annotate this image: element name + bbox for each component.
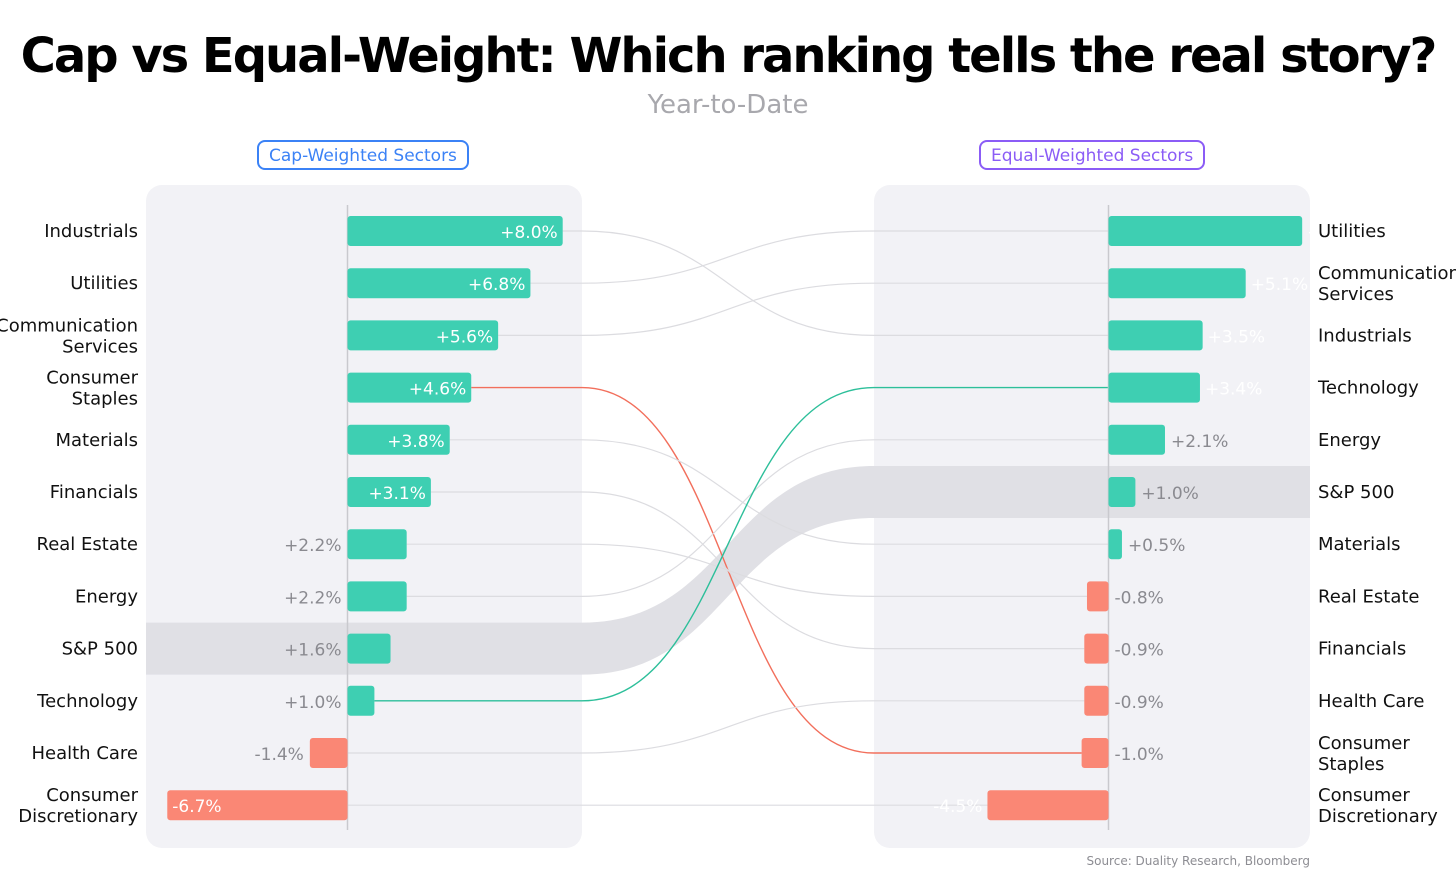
cap-value-label-energy: +2.2% — [284, 588, 341, 608]
equal-bar-financials — [1084, 633, 1109, 664]
cap-bar-real-estate — [347, 529, 407, 560]
equal-bar-utilities — [1108, 216, 1303, 246]
cap-bar-health-care — [309, 738, 348, 768]
cap-panel-background — [146, 185, 582, 848]
rank-link-technology — [374, 386, 1109, 702]
cap-bar-communication-services — [347, 320, 499, 351]
equal-value-label-consumer-discretionary: -4.5% — [933, 797, 982, 817]
cap-value-label-materials: +3.8% — [387, 432, 444, 452]
cap-category-label-real-estate: Real Estate — [37, 534, 139, 555]
cap-bar-utilities — [347, 268, 531, 299]
chart-subtitle: Year-to-Date — [647, 90, 809, 120]
equal-value-label-technology: +3.4% — [1205, 380, 1262, 400]
equal-category-label-energy: Energy — [1318, 430, 1381, 451]
equal-value-label-consumer-staples: -1.0% — [1115, 745, 1164, 765]
cap-category-label-technology: Technology — [36, 691, 138, 712]
labels: +8.0% Industrials +6.8% Utilities +5.6% Commu… — [0, 221, 1456, 827]
cap-weighted-header: Cap-Weighted Sectors — [257, 140, 469, 170]
cap-value-label-utilities: +6.8% — [468, 275, 525, 295]
equal-bar-technology — [1108, 372, 1200, 403]
equal-weighted-header: Equal-Weighted Sectors — [979, 140, 1206, 170]
rank-link-communication-services — [498, 282, 1109, 336]
equal-value-label-communication-services: +5.1% — [1251, 275, 1308, 295]
equal-bar-consumer-discretionary — [987, 790, 1109, 821]
cap-category-label-financials: Financials — [50, 482, 138, 503]
cap-value-label-consumer-staples: +4.6% — [409, 380, 466, 400]
cap-value-label-financials: +3.1% — [368, 484, 425, 504]
cap-category-label-health-care: Health Care — [31, 743, 138, 764]
cap-value-label-industrials: +8.0% — [500, 223, 557, 243]
equal-bar-energy — [1108, 424, 1165, 455]
rank-link-utilities — [530, 230, 1109, 284]
cap-bar-technology — [347, 685, 375, 716]
equal-category-label-real-estate: Real Estate — [1318, 586, 1420, 607]
cap-bar-energy — [347, 581, 407, 612]
cap-bar-consumer-discretionary — [167, 790, 348, 821]
cap-bar-financials — [347, 477, 431, 507]
equal-bar-communication-services — [1108, 268, 1246, 299]
cap-category-label-industrials: Industrials — [44, 221, 138, 242]
rank-link-health-care — [347, 700, 1085, 754]
cap-bar-consumer-staples — [347, 372, 472, 403]
rank-link-materials — [449, 439, 1109, 545]
equal-category-label-utilities: Utilities — [1318, 221, 1386, 242]
equal-category-label-consumer-staples: Consumer Staples — [1318, 733, 1410, 775]
equal-category-label-sandp-500: S&P 500 — [1318, 482, 1394, 503]
cap-category-label-consumer-staples: Consumer Staples — [46, 368, 138, 410]
equal-bar-real-estate — [1086, 581, 1109, 612]
source-note: Source: Duality Research, Bloomberg — [1086, 854, 1310, 868]
cap-value-label-technology: +1.0% — [284, 693, 341, 713]
equal-category-label-technology: Technology — [1317, 378, 1419, 399]
cap-value-label-sandp-500: +1.6% — [284, 641, 341, 661]
equal-category-label-consumer-discretionary: Consumer Discretionary — [1318, 785, 1438, 827]
equal-bar-sandp-500 — [1108, 477, 1136, 507]
cap-bar-materials — [347, 424, 450, 455]
cap-value-label-consumer-discretionary: -6.7% — [172, 797, 221, 817]
equal-category-label-financials: Financials — [1318, 639, 1406, 660]
cap-category-label-consumer-discretionary: Consumer Discretionary — [18, 785, 138, 827]
equal-category-label-industrials: Industrials — [1318, 325, 1412, 346]
equal-bar-industrials — [1108, 320, 1203, 351]
cap-value-label-communication-services: +5.6% — [436, 327, 493, 347]
cap-category-label-sandp-500: S&P 500 — [62, 639, 138, 660]
cap-category-label-energy: Energy — [75, 586, 138, 607]
cap-value-label-health-care: -1.4% — [255, 745, 304, 765]
equal-value-label-health-care: -0.9% — [1115, 693, 1164, 713]
equal-category-label-health-care: Health Care — [1318, 691, 1425, 712]
equal-value-label-materials: +0.5% — [1128, 536, 1185, 556]
equal-category-label-communication-services: Communication Services — [1318, 263, 1456, 305]
rank-link-energy — [406, 439, 1109, 597]
equal-value-label-energy: +2.1% — [1171, 432, 1228, 452]
equal-bar-materials — [1108, 529, 1122, 560]
equal-bar-consumer-staples — [1081, 738, 1109, 768]
rank-links — [347, 230, 1109, 806]
equal-bar-health-care — [1084, 685, 1109, 716]
cap-value-label-real-estate: +2.2% — [284, 536, 341, 556]
equal-value-label-industrials: +3.5% — [1208, 327, 1265, 347]
equal-value-label-sandp-500: +1.0% — [1141, 484, 1198, 504]
bars — [167, 216, 1303, 821]
zero-axes — [346, 205, 1110, 830]
cap-category-label-communication-services: Communication Services — [0, 315, 138, 357]
equal-category-label-materials: Materials — [1318, 534, 1401, 555]
cap-bar-industrials — [347, 216, 563, 246]
equal-value-label-utilities: +7.2% — [1307, 223, 1364, 243]
cap-bar-sandp-500 — [347, 633, 391, 664]
cap-category-label-utilities: Utilities — [70, 273, 138, 294]
chart-title: Cap vs Equal-Weight: Which ranking tells… — [20, 28, 1438, 84]
rank-link-industrials — [562, 230, 1109, 336]
cap-category-label-materials: Materials — [55, 430, 138, 451]
equal-value-label-financials: -0.9% — [1115, 641, 1164, 661]
equal-value-label-real-estate: -0.8% — [1115, 588, 1164, 608]
rank-link-real-estate — [406, 543, 1087, 597]
